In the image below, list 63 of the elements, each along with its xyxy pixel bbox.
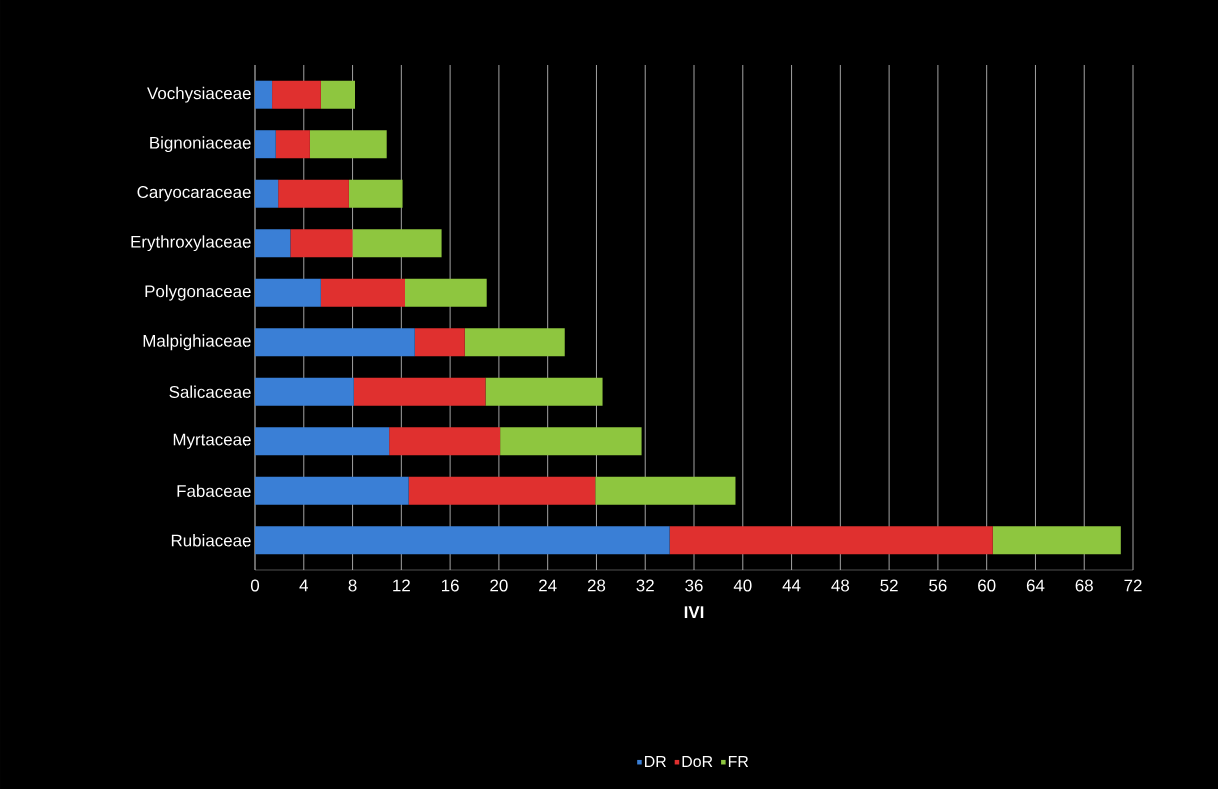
- bar: [485, 377, 603, 406]
- bar: [414, 328, 465, 357]
- bar: [992, 526, 1121, 555]
- x-tick-label: 28: [587, 579, 606, 592]
- bar: [320, 80, 355, 109]
- x-tick-label: 44: [782, 579, 801, 592]
- x-tick-label: 60: [978, 579, 996, 592]
- bar: [353, 377, 486, 406]
- bar: [255, 130, 276, 159]
- bar: [255, 80, 273, 109]
- bar: [320, 278, 405, 307]
- bar: [272, 80, 321, 109]
- x-tick-label: 4: [299, 579, 308, 592]
- bar: [464, 328, 565, 357]
- bar: [255, 427, 390, 456]
- x-tick-label: 12: [393, 579, 410, 592]
- legend-label: DR: [645, 755, 666, 767]
- legend-label: DoR: [682, 755, 713, 768]
- bar: [669, 526, 993, 555]
- bar: [255, 526, 670, 555]
- y-tick-label: Bignoniaceae: [150, 136, 251, 153]
- bar: [500, 427, 642, 456]
- y-tick-label: Myrtaceae: [173, 433, 251, 449]
- y-tick-label: Caryocaraceae: [137, 186, 251, 202]
- bar: [255, 179, 279, 208]
- x-tick-label: 40: [733, 579, 752, 592]
- bar: [408, 476, 596, 505]
- x-tick-label: 48: [831, 579, 850, 592]
- y-tick-label: Rubiaceae: [171, 534, 251, 547]
- x-tick-label: 36: [685, 579, 703, 592]
- bar: [405, 278, 487, 307]
- bar: [255, 377, 354, 406]
- x-tick-label: 68: [1075, 579, 1093, 592]
- x-tick-label: 64: [1026, 579, 1045, 592]
- bar: [275, 130, 310, 159]
- x-tick-label: 0: [250, 579, 260, 592]
- legend-label: FR: [728, 755, 749, 767]
- bar: [278, 179, 349, 208]
- bar: [352, 229, 442, 258]
- y-tick-label: Erythroxylaceae: [131, 235, 251, 252]
- x-tick-label: 24: [539, 579, 557, 592]
- x-tick-label: 56: [929, 579, 947, 592]
- bar: [348, 179, 403, 208]
- bar: [595, 476, 736, 505]
- y-tick-label: Fabaceae: [177, 484, 251, 497]
- y-tick-label: Vochysiaceae: [147, 86, 251, 103]
- x-tick-label: 16: [442, 579, 459, 592]
- bar: [309, 130, 387, 159]
- x-axis-title: IVI: [684, 606, 704, 618]
- x-tick-label: 32: [636, 579, 654, 592]
- bar: [255, 229, 291, 258]
- x-tick-label: 20: [490, 579, 508, 592]
- bar: [255, 476, 409, 505]
- y-tick-label: Polygonaceae: [145, 284, 251, 301]
- bar: [255, 278, 321, 307]
- x-tick-label: 8: [348, 579, 357, 592]
- x-tick-label: 52: [880, 579, 898, 592]
- y-tick-label: Salicaceae: [169, 385, 251, 398]
- x-tick-label: 72: [1124, 579, 1142, 592]
- y-tick-label: Malpighiaceae: [143, 334, 251, 351]
- bar: [290, 229, 353, 258]
- bar: [255, 328, 415, 357]
- bar: [389, 427, 501, 456]
